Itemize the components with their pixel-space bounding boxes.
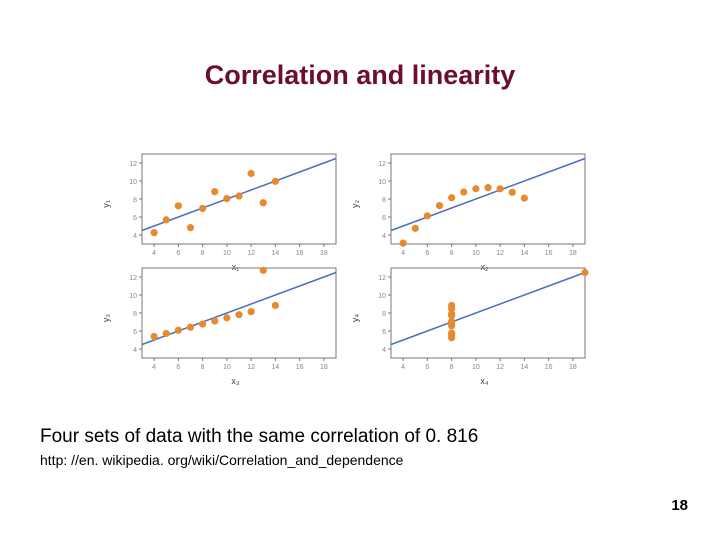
- svg-text:12: 12: [378, 161, 386, 168]
- panel-1: y₁ 46810121416184681012 x₁: [120, 150, 351, 258]
- svg-text:18: 18: [569, 364, 577, 371]
- xlabel-4: x₄: [480, 376, 488, 386]
- svg-text:6: 6: [133, 329, 137, 336]
- svg-text:4: 4: [133, 233, 137, 240]
- panel-2: y₂ 46810121416184681012 x₂: [369, 150, 600, 258]
- svg-text:18: 18: [569, 250, 577, 257]
- svg-text:10: 10: [378, 293, 386, 300]
- svg-text:10: 10: [129, 179, 137, 186]
- anscombe-quartet-grid: y₁ 46810121416184681012 x₁ y₂ 4681012141…: [120, 150, 600, 372]
- svg-text:10: 10: [472, 364, 480, 371]
- svg-text:6: 6: [425, 364, 429, 371]
- svg-text:12: 12: [247, 364, 255, 371]
- svg-text:8: 8: [450, 364, 454, 371]
- svg-text:4: 4: [133, 347, 137, 354]
- svg-text:8: 8: [133, 311, 137, 318]
- svg-text:18: 18: [320, 250, 328, 257]
- caption-text: Four sets of data with the same correlat…: [40, 426, 478, 448]
- svg-text:8: 8: [382, 311, 386, 318]
- svg-text:12: 12: [129, 161, 137, 168]
- svg-text:8: 8: [201, 364, 205, 371]
- xlabel-3: x₃: [231, 376, 239, 386]
- svg-text:16: 16: [296, 364, 304, 371]
- scatter-plot-3: 4 6 8 10 12 14 16 18 4 6 8 10 12: [120, 264, 340, 372]
- panel-3: y₃ 46810121416184681012 x₃: [120, 264, 351, 372]
- scatter-plot-1: 4 6 8 10 12 14 16 18 4 6 8 10 12: [120, 150, 340, 258]
- svg-text:14: 14: [520, 364, 528, 371]
- svg-text:10: 10: [472, 250, 480, 257]
- source-url: http: //en. wikipedia. org/wiki/Correlat…: [40, 452, 403, 468]
- svg-text:12: 12: [496, 250, 504, 257]
- ylabel-3: y₃: [101, 314, 111, 322]
- svg-text:14: 14: [520, 250, 528, 257]
- svg-text:10: 10: [129, 293, 137, 300]
- svg-text:8: 8: [450, 250, 454, 257]
- svg-text:16: 16: [296, 250, 304, 257]
- svg-text:4: 4: [401, 250, 405, 257]
- scatter-plot-4: 4 6 8 10 12 14 16 18 4 6 8 10 12: [369, 264, 589, 372]
- slide-title: Correlation and linearity: [0, 60, 720, 91]
- ylabel-1: y₁: [101, 200, 111, 208]
- svg-text:4: 4: [401, 364, 405, 371]
- svg-text:10: 10: [223, 364, 231, 371]
- svg-text:18: 18: [320, 364, 328, 371]
- svg-text:10: 10: [223, 250, 231, 257]
- svg-text:4: 4: [152, 250, 156, 257]
- ylabel-4: y₄: [350, 314, 360, 322]
- svg-text:4: 4: [382, 233, 386, 240]
- svg-text:8: 8: [201, 250, 205, 257]
- ylabel-2: y₂: [350, 200, 360, 208]
- svg-text:12: 12: [496, 364, 504, 371]
- svg-text:4: 4: [152, 364, 156, 371]
- svg-text:12: 12: [247, 250, 255, 257]
- svg-text:4: 4: [382, 347, 386, 354]
- svg-text:8: 8: [133, 197, 137, 204]
- panel-4: y₄ 46810121416184681012 x₄: [369, 264, 600, 372]
- svg-text:6: 6: [176, 250, 180, 257]
- svg-text:16: 16: [545, 250, 553, 257]
- svg-text:6: 6: [425, 250, 429, 257]
- svg-text:14: 14: [271, 250, 279, 257]
- page-number: 18: [671, 497, 688, 514]
- svg-text:12: 12: [378, 275, 386, 282]
- svg-text:16: 16: [545, 364, 553, 371]
- svg-text:12: 12: [129, 275, 137, 282]
- scatter-plot-2: 4 6 8 10 12 14 16 18 4 6 8 10 12: [369, 150, 589, 258]
- svg-text:6: 6: [382, 215, 386, 222]
- svg-text:14: 14: [271, 364, 279, 371]
- svg-text:6: 6: [382, 329, 386, 336]
- svg-text:8: 8: [382, 197, 386, 204]
- svg-text:6: 6: [176, 364, 180, 371]
- svg-text:10: 10: [378, 179, 386, 186]
- svg-text:6: 6: [133, 215, 137, 222]
